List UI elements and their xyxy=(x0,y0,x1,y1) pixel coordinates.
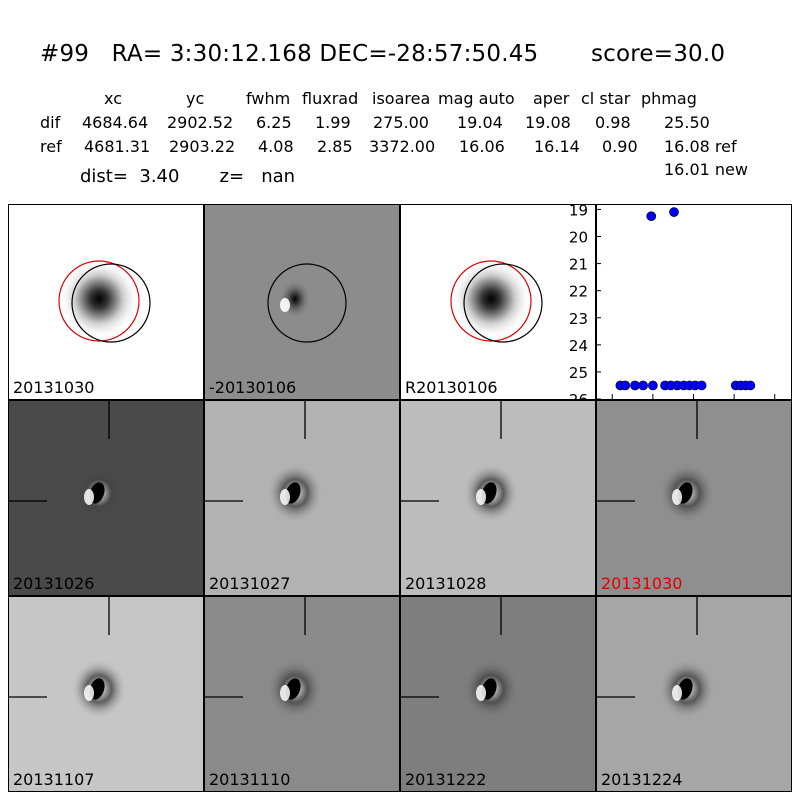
column-header: xc xyxy=(104,89,122,108)
source-blob xyxy=(59,259,139,339)
top-panel: -20130106 xyxy=(204,204,400,400)
data-point xyxy=(669,207,679,217)
chart-svg: 1920212223242526-100-50050100 xyxy=(569,201,792,421)
column-header: aper xyxy=(533,89,570,108)
residual-highlight xyxy=(280,298,290,312)
column-header: isoarea xyxy=(372,89,431,108)
top-panel: 20131030 xyxy=(8,204,204,400)
row-value: 2903.22 xyxy=(169,137,236,156)
column-header: cl star xyxy=(581,89,631,108)
row-value: 25.50 xyxy=(664,113,710,132)
row-value: 275.00 xyxy=(373,113,429,132)
source-highlight xyxy=(476,685,486,701)
row-value: 3372.00 xyxy=(369,137,436,156)
row-value: 16.06 xyxy=(459,137,505,156)
aperture-circle xyxy=(267,263,347,343)
panel-label: 20131026 xyxy=(13,574,95,593)
aperture-circle xyxy=(463,263,543,343)
row-value: 19.04 xyxy=(457,113,503,132)
panel-label: 20131107 xyxy=(13,770,95,789)
source-highlight xyxy=(476,489,486,505)
panel-label: -20130106 xyxy=(209,378,297,397)
data-point xyxy=(648,380,658,391)
source-blob xyxy=(451,259,531,339)
row-value: 16.08 ref xyxy=(664,137,737,156)
stamp-image xyxy=(58,259,151,343)
y-tick-label: 21 xyxy=(569,256,588,274)
y-tick-label: 25 xyxy=(569,364,588,382)
stamp-panel: 20131224 xyxy=(596,596,792,792)
stamp-image xyxy=(597,597,715,719)
stamp-image xyxy=(401,401,519,523)
column-header: phmag xyxy=(641,89,697,108)
y-tick-label: 23 xyxy=(569,310,588,328)
row-value: 16.14 xyxy=(534,137,580,156)
column-header: mag auto xyxy=(438,89,515,108)
data-point xyxy=(745,380,756,391)
stamp-panel: 20131030 xyxy=(596,400,792,596)
row-value: 2902.52 xyxy=(167,113,234,132)
row-value: 0.90 xyxy=(602,137,638,156)
data-point xyxy=(630,380,640,391)
lightcurve-chart: 1920212223242526-100-50050100 xyxy=(569,201,792,421)
dist-z-readout: dist= 3.40 z= nan xyxy=(80,166,296,187)
row-label: ref xyxy=(40,137,62,156)
new-mag: 16.01 new xyxy=(664,160,748,179)
chart-frame xyxy=(596,204,792,400)
source-highlight xyxy=(672,685,682,701)
data-point xyxy=(696,380,707,391)
stamp-panel: 20131027 xyxy=(204,400,400,596)
ref-circle xyxy=(450,260,532,342)
stamp-panel: 20131222 xyxy=(400,596,596,792)
stamp-image xyxy=(597,401,715,523)
y-tick-label: 22 xyxy=(569,283,588,301)
stamp-image xyxy=(267,263,347,343)
row-value: 4681.31 xyxy=(84,137,151,156)
row-value: 6.25 xyxy=(256,113,292,132)
candidate-title: #99 RA= 3:30:12.168 DEC=-28:57:50.45 sco… xyxy=(40,41,726,67)
column-header: yc xyxy=(186,89,205,108)
row-value: 19.08 xyxy=(525,113,571,132)
source-highlight xyxy=(280,685,290,701)
panel-label: 20131224 xyxy=(601,770,683,789)
stamp-panel: 20131110 xyxy=(204,596,400,792)
data-point xyxy=(638,380,648,391)
stamp-image xyxy=(450,259,543,343)
stamp-image xyxy=(9,597,127,719)
panel-label: 20131027 xyxy=(209,574,291,593)
source-highlight xyxy=(672,489,682,505)
data-point xyxy=(646,211,657,222)
row-value: 2.85 xyxy=(317,137,353,156)
row-label: dif xyxy=(40,113,61,132)
stamp-image xyxy=(205,597,323,719)
aperture-circle xyxy=(71,263,151,343)
y-tick-label: 24 xyxy=(569,337,588,355)
stamp-panel: 20131028 xyxy=(400,400,596,596)
panel-label: 20131030 xyxy=(13,378,95,397)
y-tick-label: 20 xyxy=(569,229,588,247)
row-value: 1.99 xyxy=(315,113,351,132)
row-value: 0.98 xyxy=(595,113,631,132)
row-value: 4684.64 xyxy=(82,113,149,132)
panel-label: 20131110 xyxy=(209,770,291,789)
stamp-image xyxy=(9,401,127,523)
panel-label: 20131028 xyxy=(405,574,487,593)
stamp-image xyxy=(205,401,323,523)
y-tick-label: 19 xyxy=(569,201,588,219)
stamp-panel: 20131026 xyxy=(8,400,204,596)
panel-label: 20131222 xyxy=(405,770,487,789)
top-panel: R20130106 xyxy=(400,204,596,400)
panel-label: R20130106 xyxy=(405,378,498,397)
data-point xyxy=(620,380,631,391)
stamp-panel: 20131107 xyxy=(8,596,204,792)
source-highlight xyxy=(84,685,94,701)
source-highlight xyxy=(280,489,290,505)
stamp-image xyxy=(401,597,519,719)
ref-circle xyxy=(58,260,140,342)
column-header: fluxrad xyxy=(302,89,359,108)
source-highlight xyxy=(84,489,94,505)
panel-label: 20131030 xyxy=(601,574,683,593)
column-header: fwhm xyxy=(246,89,291,108)
row-value: 4.08 xyxy=(258,137,294,156)
